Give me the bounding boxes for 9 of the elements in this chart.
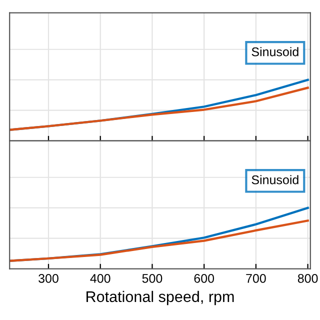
- x-tick-label: 400: [90, 274, 110, 283]
- x-tick-label: 700: [246, 274, 266, 283]
- x-axis-title: Rotational speed, rpm: [86, 290, 234, 306]
- x-tick-label: 300: [38, 274, 58, 283]
- text: Sinusoid: [252, 175, 298, 184]
- x-tick-label: 600: [194, 274, 214, 283]
- x-tick-label: 500: [142, 274, 162, 283]
- x-tick-label: 800: [298, 274, 318, 283]
- text: Sinusoid: [252, 47, 298, 56]
